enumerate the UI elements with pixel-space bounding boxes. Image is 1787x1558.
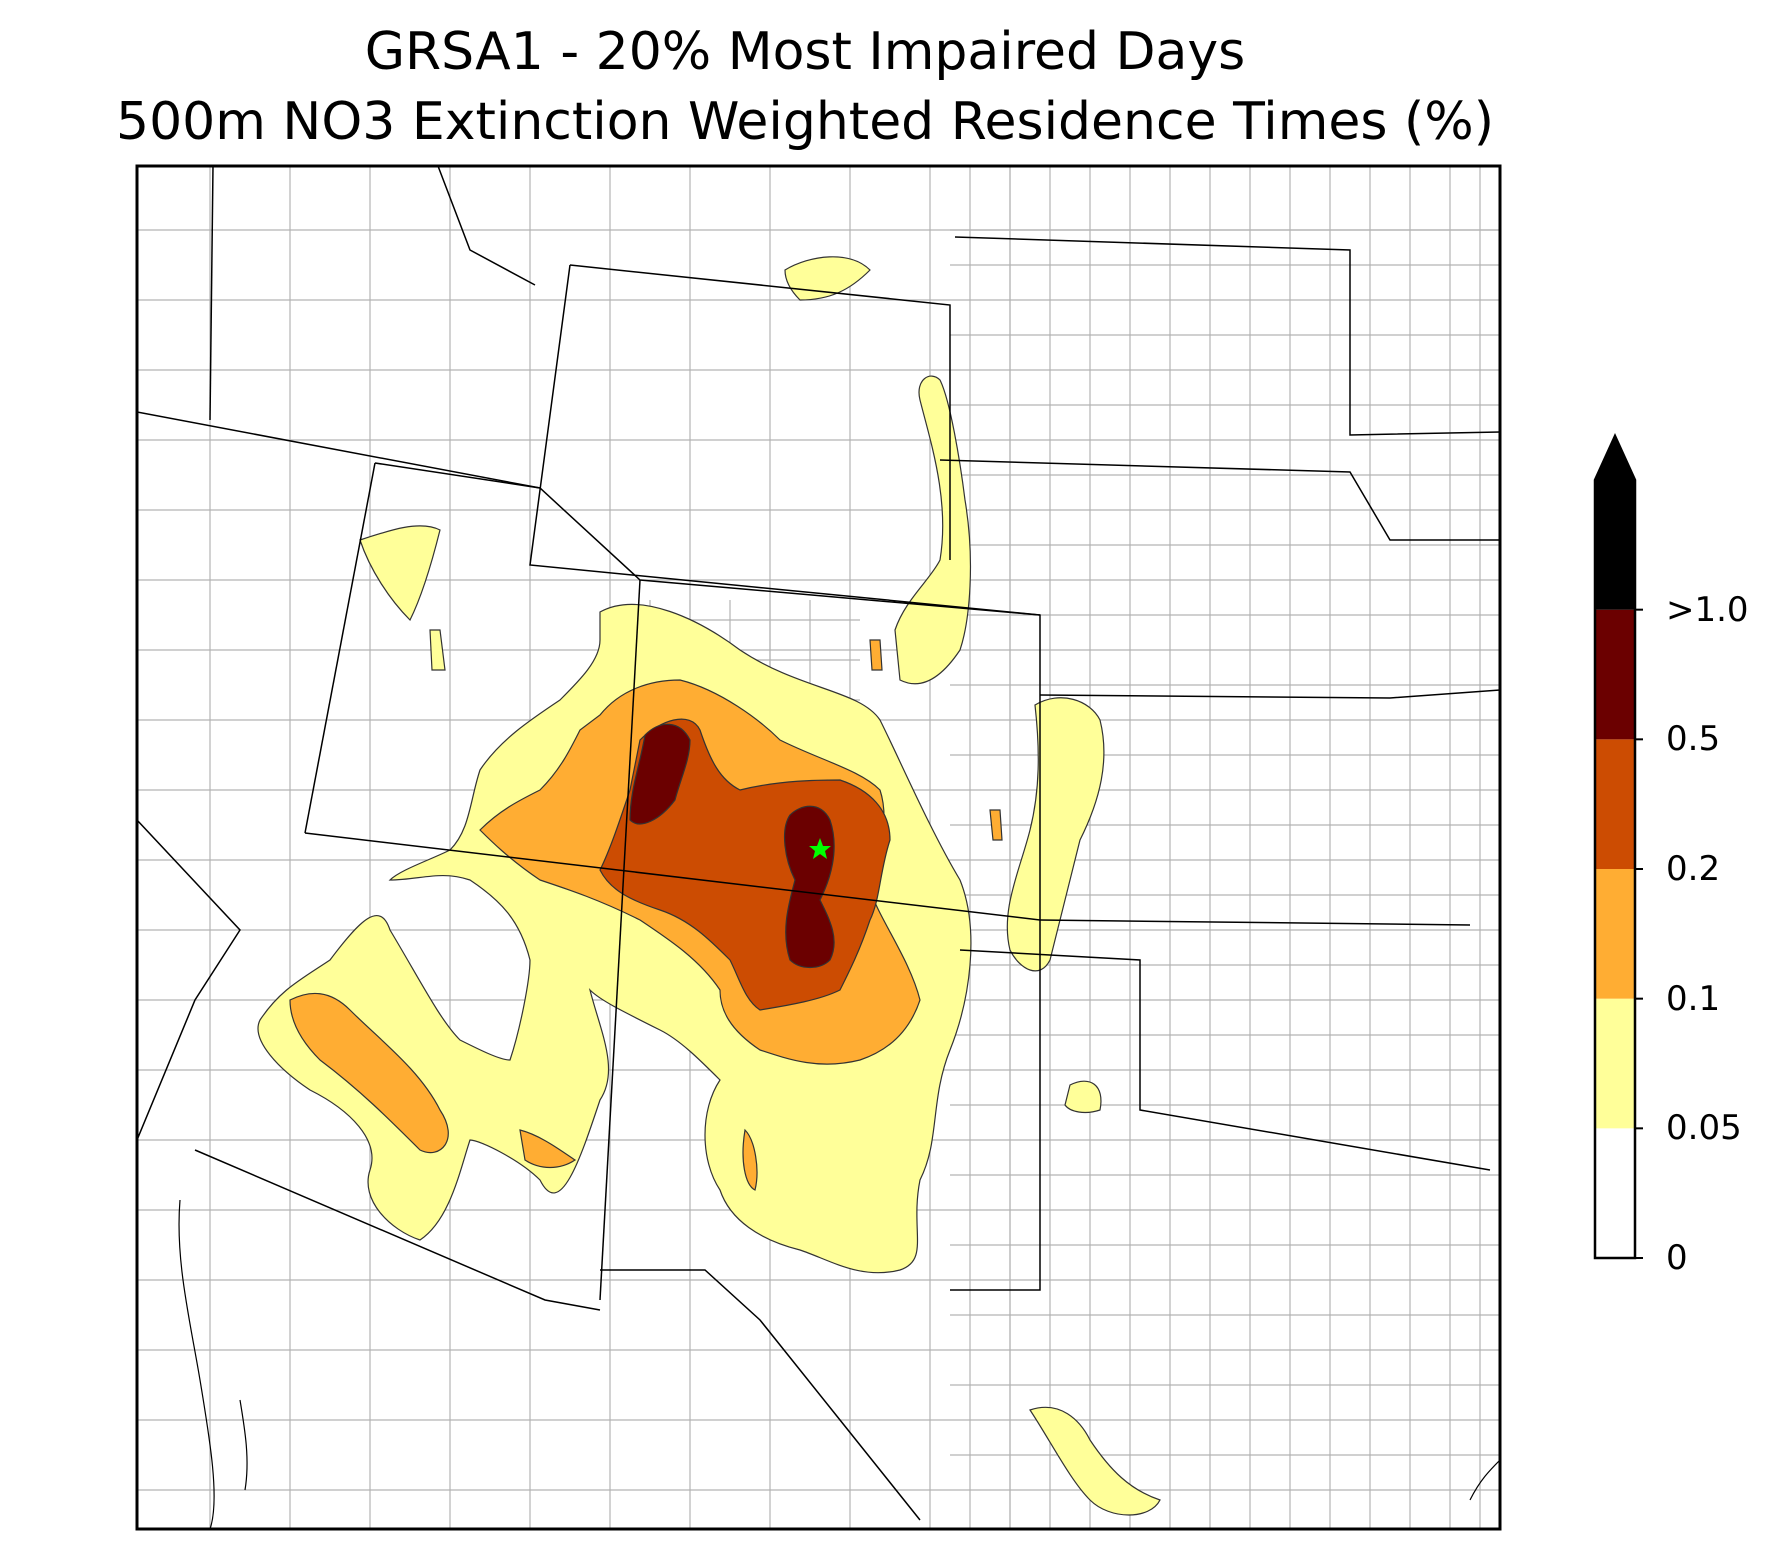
residence-time-contours — [257, 256, 1161, 1516]
site-star-marker — [809, 838, 831, 859]
state-boundaries — [137, 166, 1500, 1521]
colorbar-bin — [1595, 739, 1635, 869]
colorbar-tick-label: 0.1 — [1666, 978, 1721, 1019]
colorbar-bin — [1595, 609, 1635, 740]
colorbar-tick-label: 0.2 — [1666, 849, 1721, 889]
colorbar — [1593, 432, 1643, 1260]
colorbar-tick-label: >1.0 — [1666, 589, 1749, 630]
colorbar-tick-label: 0.05 — [1666, 1108, 1742, 1149]
map-frame — [135, 164, 1502, 1531]
colorbar-outline — [1593, 432, 1637, 1260]
colorbar-bin — [1595, 869, 1635, 999]
colorbar-bin — [1595, 480, 1635, 610]
map-panel — [137, 166, 1500, 1529]
colorbar-tick-label: 0.5 — [1666, 719, 1721, 760]
colorbar-bin — [1595, 998, 1635, 1129]
map-title-line1: GRSA1 - 20% Most Impaired Days — [364, 22, 1246, 82]
colorbar-tick-label: 0 — [1666, 1238, 1688, 1278]
map-title-line2: 500m NO3 Extinction Weighted Residence T… — [116, 92, 1494, 152]
colorbar-bin — [1595, 1128, 1635, 1258]
colorbar-extend-arrow — [1594, 434, 1636, 481]
coastline — [178, 1199, 1500, 1529]
